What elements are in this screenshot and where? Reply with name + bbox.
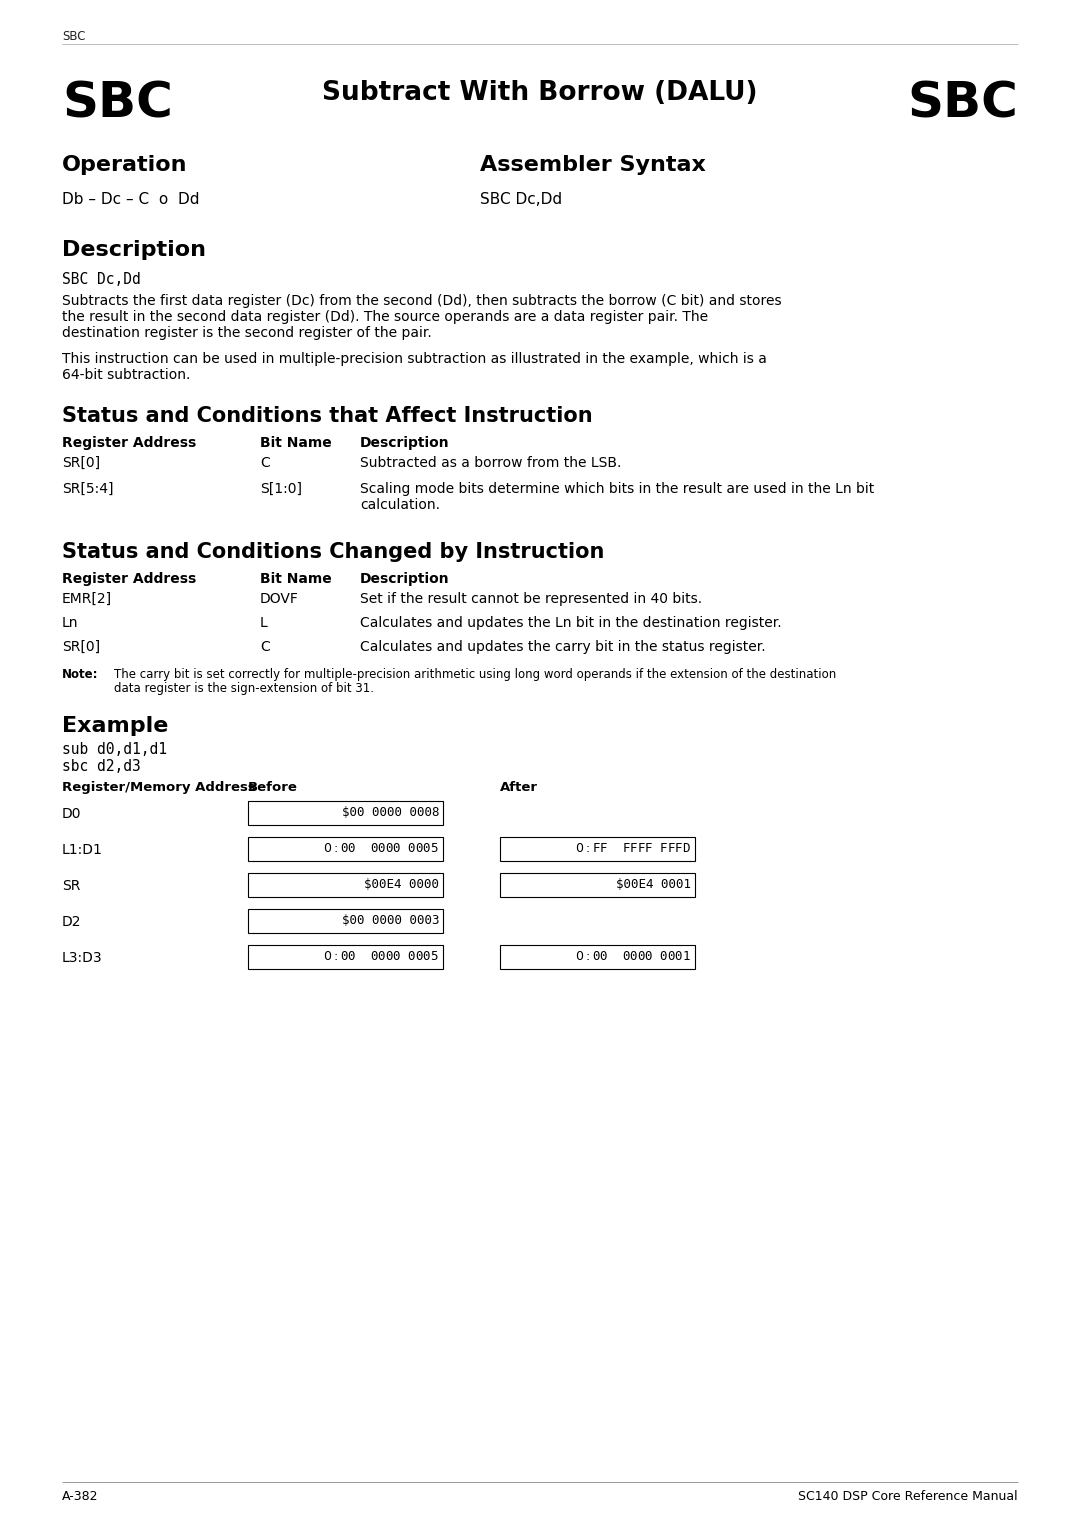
Text: SBC: SBC: [62, 31, 85, 43]
Text: SBC: SBC: [62, 79, 173, 128]
Text: $00 0000 0003: $00 0000 0003: [341, 914, 438, 927]
Text: Register/Memory Address: Register/Memory Address: [62, 781, 256, 795]
Text: SBC: SBC: [907, 79, 1018, 128]
Text: 64-bit subtraction.: 64-bit subtraction.: [62, 368, 190, 382]
Text: $00 0000 0008: $00 0000 0008: [341, 805, 438, 819]
Text: The carry bit is set correctly for multiple-precision arithmetic using long word: The carry bit is set correctly for multi…: [114, 668, 836, 681]
Text: data register is the sign-extension of bit 31.: data register is the sign-extension of b…: [114, 681, 374, 695]
Text: Subtracts the first data register (Dc) from the second (Dd), then subtracts the : Subtracts the first data register (Dc) f…: [62, 293, 782, 309]
Text: Ln: Ln: [62, 616, 79, 630]
Text: Calculates and updates the carry bit in the status register.: Calculates and updates the carry bit in …: [360, 640, 766, 654]
Text: SR[0]: SR[0]: [62, 640, 100, 654]
Text: destination register is the second register of the pair.: destination register is the second regis…: [62, 325, 432, 341]
Text: DOVF: DOVF: [260, 591, 299, 607]
Text: Bit Name: Bit Name: [260, 435, 332, 451]
FancyBboxPatch shape: [248, 837, 443, 860]
FancyBboxPatch shape: [248, 801, 443, 825]
Text: Before: Before: [248, 781, 298, 795]
Text: SBC Dc,Dd: SBC Dc,Dd: [62, 272, 140, 287]
Text: Assembler Syntax: Assembler Syntax: [480, 154, 706, 176]
Text: Note:: Note:: [62, 668, 98, 681]
Text: Subtracted as a borrow from the LSB.: Subtracted as a borrow from the LSB.: [360, 455, 621, 471]
Text: Description: Description: [360, 435, 449, 451]
Text: C: C: [260, 455, 270, 471]
Text: $0:$FF  FFFF FFFD: $0:$FF FFFF FFFD: [575, 842, 691, 856]
Text: C: C: [260, 640, 270, 654]
Text: the result in the second data register (Dd). The source operands are a data regi: the result in the second data register (…: [62, 310, 708, 324]
Text: D2: D2: [62, 915, 81, 929]
Text: A-382: A-382: [62, 1490, 98, 1504]
Text: $00E4 0000: $00E4 0000: [364, 879, 438, 891]
FancyBboxPatch shape: [248, 909, 443, 934]
Text: This instruction can be used in multiple-precision subtraction as illustrated in: This instruction can be used in multiple…: [62, 351, 767, 367]
Text: L: L: [260, 616, 268, 630]
Text: L1:D1: L1:D1: [62, 843, 103, 857]
Text: D0: D0: [62, 807, 81, 821]
Text: Example: Example: [62, 717, 168, 736]
Text: SBC Dc,Dd: SBC Dc,Dd: [480, 193, 562, 206]
Text: Description: Description: [62, 240, 206, 260]
Text: After: After: [500, 781, 538, 795]
FancyBboxPatch shape: [248, 944, 443, 969]
Text: Status and Conditions that Affect Instruction: Status and Conditions that Affect Instru…: [62, 406, 593, 426]
Text: Calculates and updates the Ln bit in the destination register.: Calculates and updates the Ln bit in the…: [360, 616, 782, 630]
Text: S[1:0]: S[1:0]: [260, 481, 302, 497]
Text: SR: SR: [62, 879, 80, 892]
FancyBboxPatch shape: [500, 837, 696, 860]
FancyBboxPatch shape: [500, 872, 696, 897]
Text: $0:$00  0000 0005: $0:$00 0000 0005: [323, 842, 438, 856]
Text: Register Address: Register Address: [62, 435, 197, 451]
Text: SR[0]: SR[0]: [62, 455, 100, 471]
FancyBboxPatch shape: [500, 944, 696, 969]
Text: Description: Description: [360, 571, 449, 587]
Text: Status and Conditions Changed by Instruction: Status and Conditions Changed by Instruc…: [62, 542, 605, 562]
Text: calculation.: calculation.: [360, 498, 440, 512]
Text: $00E4 0001: $00E4 0001: [616, 879, 691, 891]
Text: Scaling mode bits determine which bits in the result are used in the Ln bit: Scaling mode bits determine which bits i…: [360, 481, 874, 497]
Text: $0:$00  0000 0005: $0:$00 0000 0005: [323, 950, 438, 963]
Text: Set if the result cannot be represented in 40 bits.: Set if the result cannot be represented …: [360, 591, 702, 607]
Text: $0:$00  0000 0001: $0:$00 0000 0001: [575, 950, 691, 963]
Text: Bit Name: Bit Name: [260, 571, 332, 587]
Text: Operation: Operation: [62, 154, 188, 176]
Text: Subtract With Borrow (DALU): Subtract With Borrow (DALU): [322, 79, 758, 105]
Text: SR[5:4]: SR[5:4]: [62, 481, 113, 497]
Text: sbc d2,d3: sbc d2,d3: [62, 759, 140, 775]
Text: sub d0,d1,d1: sub d0,d1,d1: [62, 743, 167, 756]
Text: Register Address: Register Address: [62, 571, 197, 587]
Text: L3:D3: L3:D3: [62, 950, 103, 966]
Text: Db – Dc – C  o  Dd: Db – Dc – C o Dd: [62, 193, 200, 206]
Text: EMR[2]: EMR[2]: [62, 591, 112, 607]
FancyBboxPatch shape: [248, 872, 443, 897]
Text: SC140 DSP Core Reference Manual: SC140 DSP Core Reference Manual: [798, 1490, 1018, 1504]
